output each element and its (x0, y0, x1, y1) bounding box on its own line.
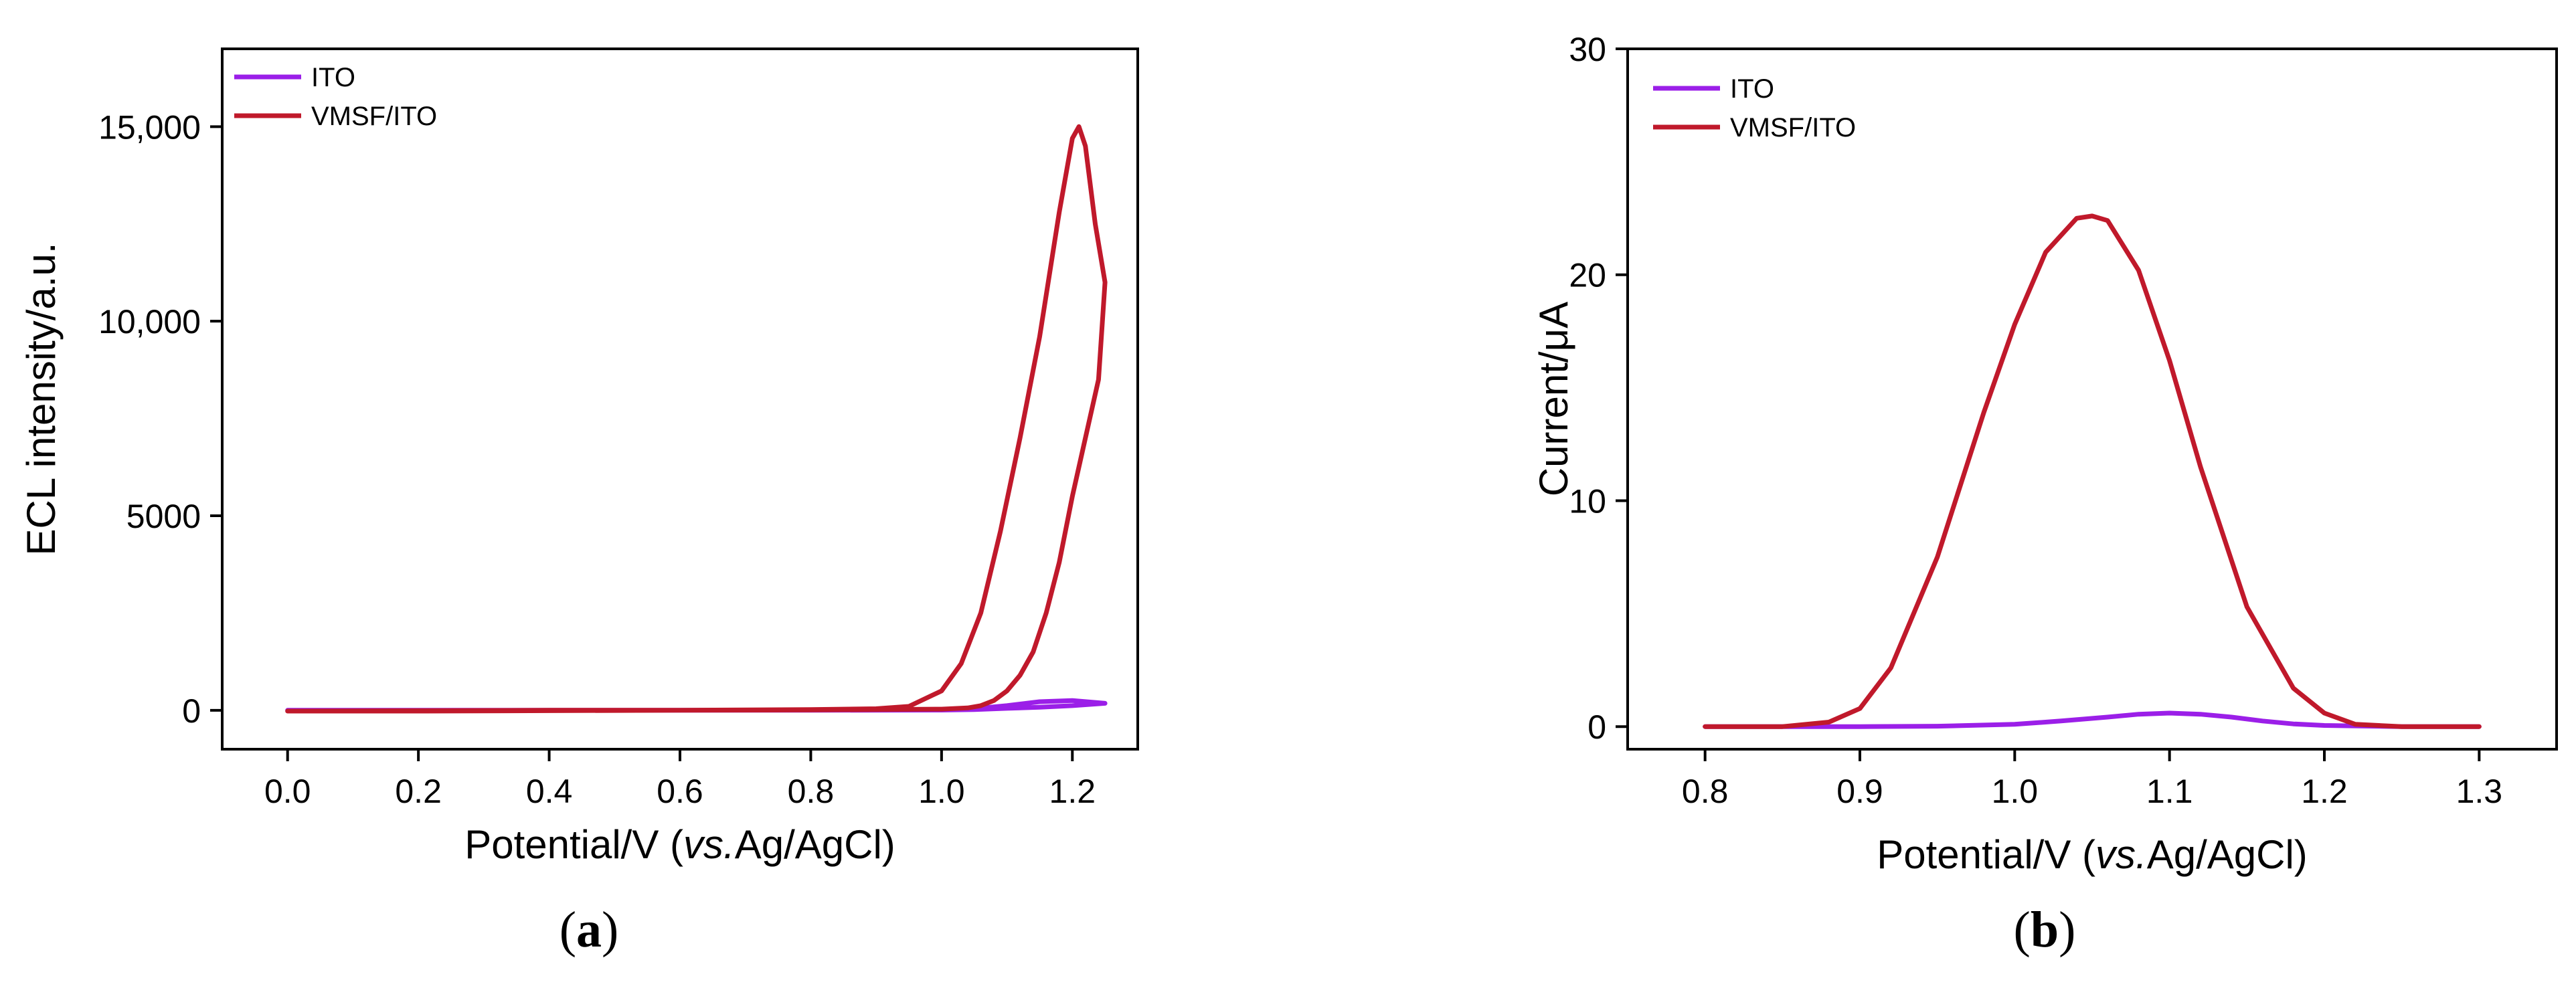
legend-label: ITO (311, 63, 355, 92)
x-tick-label: 0.9 (1836, 773, 1883, 810)
y-axis-label: Current/μA (1531, 302, 1576, 496)
series-line-ito (1703, 710, 2482, 729)
y-tick-label: 30 (1569, 31, 1606, 68)
x-tick-label: 0.2 (395, 773, 442, 810)
series-line-vmsf-ito (285, 124, 1108, 714)
x-tick-label: 0.4 (526, 773, 573, 810)
y-tick-label: 0 (182, 692, 201, 730)
y-tick-label: 15,000 (98, 108, 201, 146)
x-axis-label-main: Potential/V ( (1877, 832, 2095, 877)
legend-label: VMSF/ITO (311, 102, 437, 131)
chart-panel-b: 0.8 0.9 1.0 1.1 1.2 1.3 0 10 20 30 Potential/V (vs… (1531, 31, 2558, 958)
y-tick-label: 5000 (126, 498, 201, 535)
panel-label: (a) (560, 902, 619, 958)
plot-frame (1626, 47, 2558, 751)
panel-label-open: ( (560, 902, 576, 958)
x-tick-label: 1.2 (1049, 773, 1096, 810)
y-tick-label: 20 (1569, 257, 1606, 294)
panel-label: (b) (2014, 902, 2076, 958)
x-axis-label-italic: vs. (683, 822, 735, 867)
x-tick-label: 0.8 (1682, 773, 1729, 810)
panel-label-letter: b (2031, 902, 2059, 958)
x-axis-label-rest: Ag/AgCl) (735, 822, 895, 867)
x-axis-label-rest: Ag/AgCl) (2147, 832, 2308, 877)
panel-label-close: ) (2059, 902, 2075, 958)
x-tick-label: 1.3 (2456, 773, 2503, 810)
y-tick-label: 0 (1587, 708, 1606, 746)
panel-label-open: ( (2014, 902, 2031, 958)
legend-label: VMSF/ITO (1730, 113, 1856, 142)
panel-label-close: ) (602, 902, 618, 958)
x-tick-label: 1.1 (2146, 773, 2193, 810)
x-tick-label: 1.0 (1992, 773, 2039, 810)
x-axis-label: Potential/V (vs.Ag/AgCl) (464, 822, 895, 867)
x-tick-label: 1.2 (2301, 773, 2348, 810)
x-axis-label-italic: vs. (2095, 832, 2147, 877)
chart-panel-a: 0.0 0.2 0.4 0.6 0.8 1.0 1.2 0 5000 10,000 15,000 Po… (19, 47, 1139, 958)
x-tick-label: 0.0 (264, 773, 311, 810)
series-line-vmsf-ito (1703, 213, 2482, 729)
x-tick-label: 0.8 (788, 773, 835, 810)
panel-label-letter: a (576, 902, 602, 958)
y-tick-label: 10,000 (98, 303, 201, 340)
y-tick-label: 10 (1569, 482, 1606, 520)
x-axis-label: Potential/V (vs.Ag/AgCl) (1877, 832, 2308, 877)
y-axis-label: ECL intensity/a.u. (19, 242, 64, 555)
x-tick-label: 0.6 (657, 773, 703, 810)
x-tick-label: 1.0 (918, 773, 965, 810)
legend-label: ITO (1730, 74, 1774, 104)
x-axis-label-main: Potential/V ( (464, 822, 683, 867)
